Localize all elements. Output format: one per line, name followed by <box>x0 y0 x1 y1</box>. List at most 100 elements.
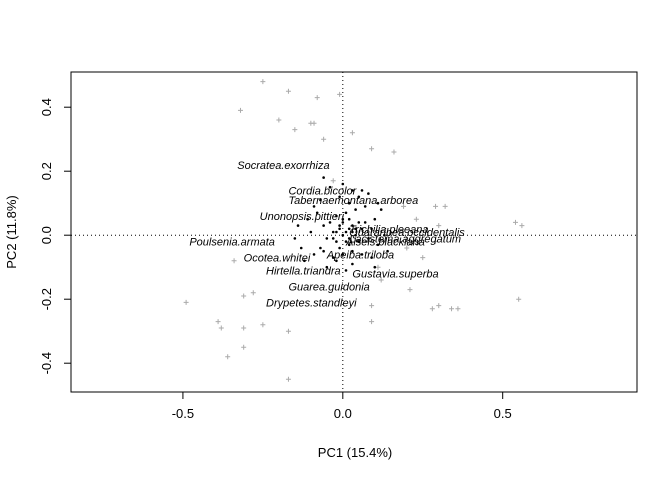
species-point <box>360 227 364 231</box>
species-point <box>351 189 354 192</box>
site-point <box>250 290 256 296</box>
species-point <box>367 192 370 195</box>
y-tick-label: 0.0 <box>39 226 54 244</box>
species-point <box>322 224 325 227</box>
site-point <box>442 203 448 209</box>
species-point <box>331 256 335 259</box>
site-point <box>314 95 320 101</box>
y-axis-title: PC2 (11.8%) <box>4 195 19 268</box>
species-label: Lacistema.aggregatum <box>349 233 461 245</box>
species-point <box>299 246 303 250</box>
species-point <box>341 233 345 237</box>
species-point <box>338 227 341 231</box>
species-point <box>341 182 345 186</box>
site-point <box>183 299 189 305</box>
species-label: Socratea.exorrhiza <box>237 160 329 172</box>
site-point <box>404 245 410 251</box>
site-point <box>420 255 426 261</box>
species-point <box>341 221 345 224</box>
species-point <box>357 221 361 224</box>
site-point <box>516 296 522 302</box>
species-point <box>386 249 389 253</box>
species-point <box>347 243 351 247</box>
species-point <box>325 265 329 269</box>
species-points <box>293 176 389 272</box>
species-label: Guarea.guidonia <box>288 281 369 293</box>
species-point <box>338 195 341 199</box>
site-point <box>369 319 375 325</box>
site-point <box>429 306 435 312</box>
species-point <box>347 201 351 205</box>
site-point <box>330 178 336 184</box>
species-label: Trichilia.pleeana <box>349 224 428 236</box>
species-labels: Socratea.exorrhiza Cordia.bicolorTabernae… <box>189 160 465 310</box>
site-point <box>321 136 327 142</box>
species-point <box>331 230 335 234</box>
species-point <box>347 217 351 221</box>
species-point <box>325 237 329 240</box>
site-point <box>285 88 291 94</box>
x-tick-label: 0.5 <box>494 406 512 421</box>
site-points <box>183 79 525 382</box>
species-point <box>373 217 377 221</box>
species-point <box>383 233 386 237</box>
species-point <box>293 237 297 240</box>
site-point <box>375 264 381 270</box>
species-point <box>328 185 332 189</box>
species-label: Gustavia.superba <box>352 269 438 281</box>
site-point <box>285 328 291 334</box>
site-point <box>241 325 247 331</box>
species-point <box>335 230 338 234</box>
species-point <box>322 249 325 253</box>
species-point <box>344 230 348 234</box>
site-point <box>512 219 518 225</box>
species-label: Cordia.bicolor <box>288 185 357 197</box>
site-point <box>433 239 439 245</box>
site-point <box>436 223 442 229</box>
species-point <box>344 211 348 215</box>
site-point <box>260 79 266 85</box>
x-tick-label: -0.5 <box>172 406 194 421</box>
y-axis: -0.4 -0.2 0.0 0.2 0.4 <box>39 98 72 374</box>
x-axis: -0.5 0.0 0.5 <box>172 391 512 421</box>
species-point <box>344 269 348 272</box>
species-point <box>338 224 341 227</box>
site-point <box>285 376 291 382</box>
species-point <box>341 217 345 221</box>
site-point <box>420 232 426 238</box>
site-point <box>369 146 375 152</box>
site-point <box>218 325 224 331</box>
species-point <box>373 265 377 269</box>
species-point <box>344 240 348 243</box>
site-point <box>349 130 355 136</box>
site-point <box>401 203 407 209</box>
species-point <box>347 237 351 240</box>
site-point <box>378 277 384 283</box>
site-point <box>519 223 525 229</box>
species-point <box>354 227 357 231</box>
y-tick-label: 0.4 <box>39 98 54 116</box>
species-point <box>312 253 316 256</box>
species-point <box>319 198 322 202</box>
site-point <box>391 149 397 155</box>
site-point <box>337 91 343 97</box>
site-point <box>455 306 461 312</box>
site-point <box>292 127 298 133</box>
species-label: Hirtella.triandra <box>266 265 341 277</box>
species-label: Ocotea.whitei <box>244 253 311 265</box>
y-tick-label: 0.2 <box>39 162 54 180</box>
site-point <box>407 287 413 293</box>
species-point <box>370 256 373 259</box>
species-point <box>347 227 351 231</box>
y-tick-label: -0.4 <box>39 352 54 374</box>
species-point <box>331 237 335 240</box>
site-point <box>225 354 231 360</box>
species-point <box>354 233 357 237</box>
site-point <box>276 117 282 123</box>
species-point <box>296 224 300 227</box>
species-label: Poulsenia.armata <box>189 237 275 249</box>
species-point <box>367 237 370 240</box>
site-point <box>237 107 243 113</box>
x-tick-label: 0.0 <box>334 406 352 421</box>
species-point <box>357 240 361 243</box>
